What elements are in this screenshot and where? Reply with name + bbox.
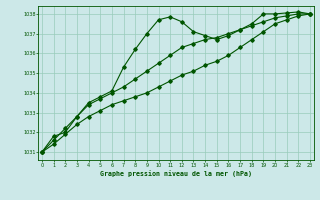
X-axis label: Graphe pression niveau de la mer (hPa): Graphe pression niveau de la mer (hPa) bbox=[100, 170, 252, 177]
